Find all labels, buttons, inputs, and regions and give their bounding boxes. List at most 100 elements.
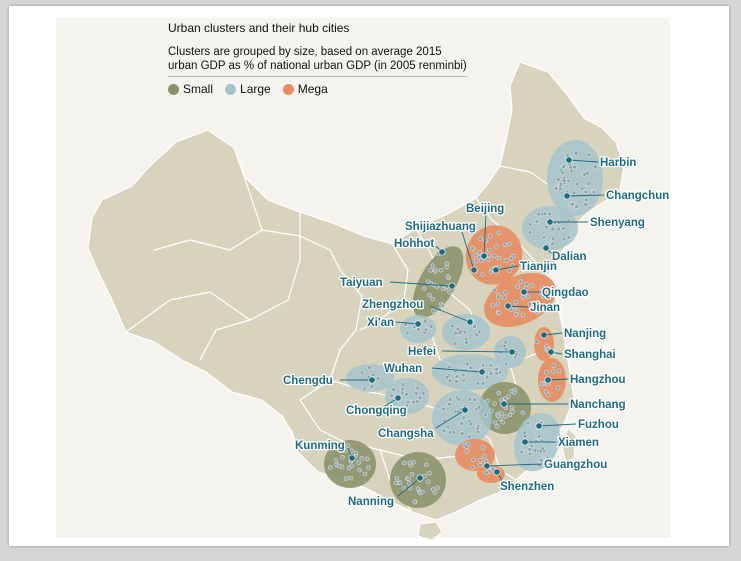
member-city-dot — [478, 458, 483, 463]
member-city-dot — [459, 421, 464, 426]
member-city-dot — [503, 347, 509, 352]
member-city-dot — [340, 455, 345, 460]
legend-label-small: Small — [183, 82, 214, 96]
member-city-dot — [488, 371, 494, 376]
member-city-dot — [503, 396, 508, 401]
member-city-dot — [467, 434, 472, 439]
label-hohhot: Hohhot — [394, 238, 434, 250]
label-shenyang: Shenyang — [590, 217, 645, 229]
member-city-dot — [446, 364, 452, 370]
member-city-dot — [527, 230, 533, 235]
member-city-dot — [486, 252, 492, 258]
legend-item-large: Large — [225, 82, 271, 96]
hub-city-dot — [466, 318, 474, 326]
member-city-dot — [542, 211, 548, 217]
member-city-dot — [484, 470, 489, 475]
member-city-dot — [502, 242, 508, 248]
member-city-dot — [533, 439, 539, 444]
member-city-dot — [453, 330, 458, 336]
label-nanjing: Nanjing — [564, 328, 606, 340]
member-city-dot — [543, 389, 549, 394]
member-city-dot — [496, 301, 501, 307]
member-city-dot — [362, 386, 367, 391]
member-city-dot — [480, 445, 485, 450]
member-city-dot — [440, 286, 446, 291]
member-city-dot — [536, 211, 541, 217]
member-city-dot — [513, 300, 518, 305]
label-tianjin: Tianjin — [520, 261, 557, 273]
member-city-dot — [550, 369, 556, 374]
member-city-dot — [562, 178, 567, 183]
member-city-dot — [558, 181, 564, 187]
member-city-dot — [508, 256, 514, 261]
member-city-dot — [507, 268, 512, 273]
member-city-dot — [492, 401, 497, 406]
member-city-dot — [471, 457, 476, 463]
member-city-dot — [420, 490, 425, 495]
member-city-dot — [512, 304, 517, 310]
member-city-dot — [464, 444, 469, 449]
label-shijiazhuang: Shijiazhuang — [405, 221, 476, 233]
member-city-dot — [453, 341, 458, 346]
member-city-dot — [531, 306, 536, 311]
member-city-dot — [456, 397, 462, 402]
member-city-dot — [560, 170, 565, 176]
member-city-dot — [444, 284, 449, 289]
member-city-dot — [426, 479, 431, 484]
member-city-dot — [503, 290, 508, 295]
member-city-dot — [441, 428, 447, 433]
member-city-dot — [428, 268, 433, 273]
leader-lines — [340, 159, 605, 497]
member-city-dot — [356, 460, 361, 465]
member-city-dot — [461, 415, 466, 420]
member-city-dot — [475, 381, 480, 386]
member-city-dot — [518, 279, 523, 284]
member-city-dot — [524, 282, 529, 287]
member-city-dot — [550, 236, 556, 242]
member-city-dot — [359, 370, 365, 375]
member-city-dot — [551, 363, 556, 368]
label-changsha: Changsha — [378, 428, 434, 440]
member-city-dot — [540, 294, 546, 299]
member-city-dot — [553, 186, 559, 191]
member-city-dot — [415, 486, 421, 491]
member-city-dot — [391, 387, 396, 392]
member-city-dot — [479, 258, 484, 263]
member-city-dot — [433, 268, 438, 273]
member-city-dot — [412, 499, 417, 505]
legend-swatch-large — [225, 83, 237, 95]
member-city-dot — [538, 457, 544, 463]
member-city-dot — [389, 393, 394, 398]
member-city-dot — [575, 181, 580, 187]
member-city-dot — [583, 189, 588, 195]
member-city-dot — [423, 327, 429, 332]
label-jinan: Jinan — [530, 302, 560, 314]
label-hangzhou: Hangzhou — [570, 374, 626, 386]
member-city-dot — [411, 460, 416, 465]
member-city-dot — [557, 220, 562, 225]
member-city-dot — [507, 412, 513, 417]
member-city-dot — [455, 327, 461, 332]
member-city-dot — [472, 397, 477, 402]
member-city-dot — [570, 202, 575, 207]
member-city-dot — [414, 391, 419, 396]
member-city-dot — [488, 233, 493, 239]
member-city-dot — [496, 310, 502, 315]
member-city-dot — [343, 476, 349, 481]
member-city-dot — [477, 329, 482, 335]
member-city-dot — [404, 403, 409, 409]
legend-label-large: Large — [240, 82, 271, 96]
hub-city-dot — [480, 252, 488, 260]
member-city-dot — [473, 253, 478, 258]
member-city-dot — [484, 375, 490, 380]
member-city-dot — [483, 412, 488, 417]
member-city-dot — [349, 448, 354, 453]
map-subtitle: Clusters are grouped by size, based on a… — [168, 45, 468, 73]
member-city-dot — [393, 480, 399, 486]
member-city-dot — [444, 375, 450, 380]
member-city-dot — [545, 455, 550, 461]
label-wuhan: Wuhan — [384, 363, 422, 375]
member-city-dot — [421, 391, 426, 396]
member-city-dot — [465, 361, 470, 367]
